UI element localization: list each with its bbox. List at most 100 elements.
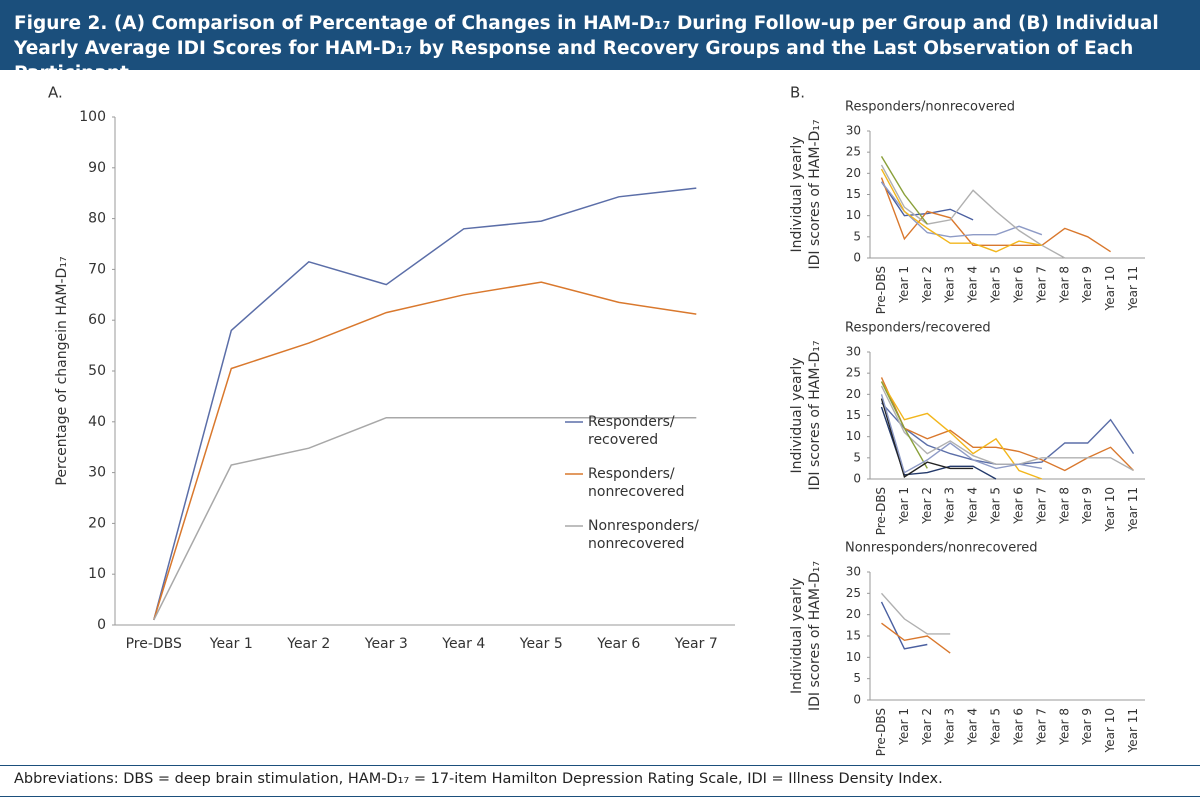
y-tick-label: 50 — [88, 363, 106, 379]
legend-label: Responders/recovered — [588, 414, 675, 448]
y-tick-label: 15 — [846, 187, 861, 201]
y-tick-label: 25 — [846, 586, 861, 600]
y-tick-label: 90 — [88, 160, 106, 176]
y-tick-label: 10 — [846, 208, 861, 222]
y-tick-label: 60 — [88, 312, 106, 328]
x-tick-label: Year 9 — [1080, 487, 1094, 525]
y-axis-label: IDI scores of HAM-D₁₇ — [807, 340, 823, 490]
y-axis-label: Individual yearly — [789, 136, 805, 252]
figure-title: Figure 2. (A) Comparison of Percentage o… — [0, 0, 1200, 84]
y-tick-label: 10 — [88, 566, 106, 582]
y-axis-label: Percentage of changein HAM-D₁₇ — [54, 256, 70, 485]
y-tick-label: 30 — [846, 565, 861, 579]
x-tick-label: Year 4 — [966, 487, 980, 525]
y-tick-label: 0 — [853, 472, 861, 486]
y-tick-label: 5 — [853, 671, 861, 685]
y-tick-label: 15 — [846, 408, 861, 422]
series-line — [880, 381, 928, 469]
y-axis-label: IDI scores of HAM-D₁₇ — [807, 119, 823, 269]
x-tick-label: Year 2 — [920, 266, 934, 304]
chart-subtitle: Responders/recovered — [845, 321, 991, 336]
x-tick-label: Year 7 — [1034, 708, 1048, 746]
y-tick-label: 20 — [846, 387, 861, 401]
series-line — [880, 592, 951, 635]
x-tick-label: Year 11 — [1126, 708, 1140, 754]
x-tick-label: Year 4 — [441, 636, 485, 652]
x-tick-label: Year 7 — [1034, 266, 1048, 304]
series-line — [880, 156, 928, 225]
y-tick-label: 30 — [846, 345, 861, 359]
series-line — [881, 622, 951, 654]
x-tick-label: Year 10 — [1103, 708, 1117, 754]
x-tick-label: Year 7 — [674, 636, 718, 652]
x-tick-label: Year 2 — [286, 636, 330, 652]
x-tick-label: Pre-DBS — [874, 708, 888, 756]
series-line — [880, 385, 1134, 472]
y-tick-label: 30 — [846, 124, 861, 138]
x-tick-label: Year 4 — [966, 708, 980, 746]
x-tick-label: Year 2 — [920, 487, 934, 525]
x-tick-label: Pre-DBS — [874, 266, 888, 314]
y-tick-label: 15 — [846, 629, 861, 643]
series-line — [880, 177, 1111, 253]
y-tick-label: 20 — [846, 166, 861, 180]
y-tick-label: 5 — [853, 450, 861, 464]
y-tick-label: 20 — [88, 515, 106, 531]
series-line — [880, 377, 1134, 472]
x-tick-label: Year 9 — [1080, 266, 1094, 304]
chart-subtitle: Responders/nonrecovered — [845, 100, 1015, 115]
series-line — [880, 181, 974, 221]
x-tick-label: Pre-DBS — [874, 487, 888, 535]
y-tick-label: 70 — [88, 261, 106, 277]
y-axis-label: IDI scores of HAM-D₁₇ — [807, 561, 823, 711]
y-tick-label: 0 — [97, 617, 106, 633]
y-axis-label: Individual yearly — [789, 578, 805, 694]
x-tick-label: Year 8 — [1057, 266, 1071, 304]
y-tick-label: 30 — [88, 465, 106, 481]
series-line — [153, 416, 697, 621]
x-tick-label: Year 1 — [897, 487, 911, 525]
x-tick-label: Year 11 — [1126, 266, 1140, 312]
footnote: Abbreviations: DBS = deep brain stimulat… — [0, 765, 1200, 797]
y-tick-label: 25 — [846, 145, 861, 159]
legend-label: Responders/nonrecovered — [588, 466, 684, 500]
x-tick-label: Year 10 — [1103, 487, 1117, 533]
x-tick-label: Year 6 — [1011, 708, 1025, 746]
y-tick-label: 0 — [853, 693, 861, 707]
x-tick-label: Year 7 — [1034, 487, 1048, 525]
x-tick-label: Year 5 — [989, 708, 1003, 746]
x-tick-label: Year 3 — [364, 636, 408, 652]
x-tick-label: Year 5 — [989, 487, 1003, 525]
x-tick-label: Pre-DBS — [126, 636, 182, 652]
x-tick-label: Year 11 — [1126, 487, 1140, 533]
x-tick-label: Year 1 — [897, 708, 911, 746]
y-tick-label: 80 — [88, 211, 106, 227]
x-tick-label: Year 1 — [209, 636, 253, 652]
x-tick-label: Year 10 — [1103, 266, 1117, 312]
series-line — [880, 168, 1043, 253]
x-tick-label: Year 6 — [1011, 487, 1025, 525]
x-tick-label: Year 6 — [596, 636, 640, 652]
x-tick-label: Year 6 — [1011, 266, 1025, 304]
x-tick-label: Year 3 — [943, 266, 957, 304]
x-tick-label: Year 9 — [1080, 708, 1094, 746]
panel-label: A. — [48, 84, 63, 102]
series-line — [880, 181, 1043, 238]
x-tick-label: Year 2 — [920, 708, 934, 746]
series-line — [880, 398, 974, 478]
x-tick-label: Year 5 — [989, 266, 1003, 304]
y-tick-label: 0 — [853, 251, 861, 265]
series-line — [880, 164, 1066, 259]
legend-label: Nonresponders/nonrecovered — [588, 518, 699, 552]
series-line — [880, 601, 928, 650]
y-tick-label: 10 — [846, 650, 861, 664]
y-tick-label: 20 — [846, 607, 861, 621]
x-tick-label: Year 5 — [519, 636, 563, 652]
y-tick-label: 10 — [846, 429, 861, 443]
y-axis-label: Individual yearly — [789, 357, 805, 473]
series-line — [153, 187, 697, 621]
x-tick-label: Year 3 — [943, 708, 957, 746]
x-tick-label: Year 3 — [943, 487, 957, 525]
panel-label: B. — [790, 84, 805, 102]
